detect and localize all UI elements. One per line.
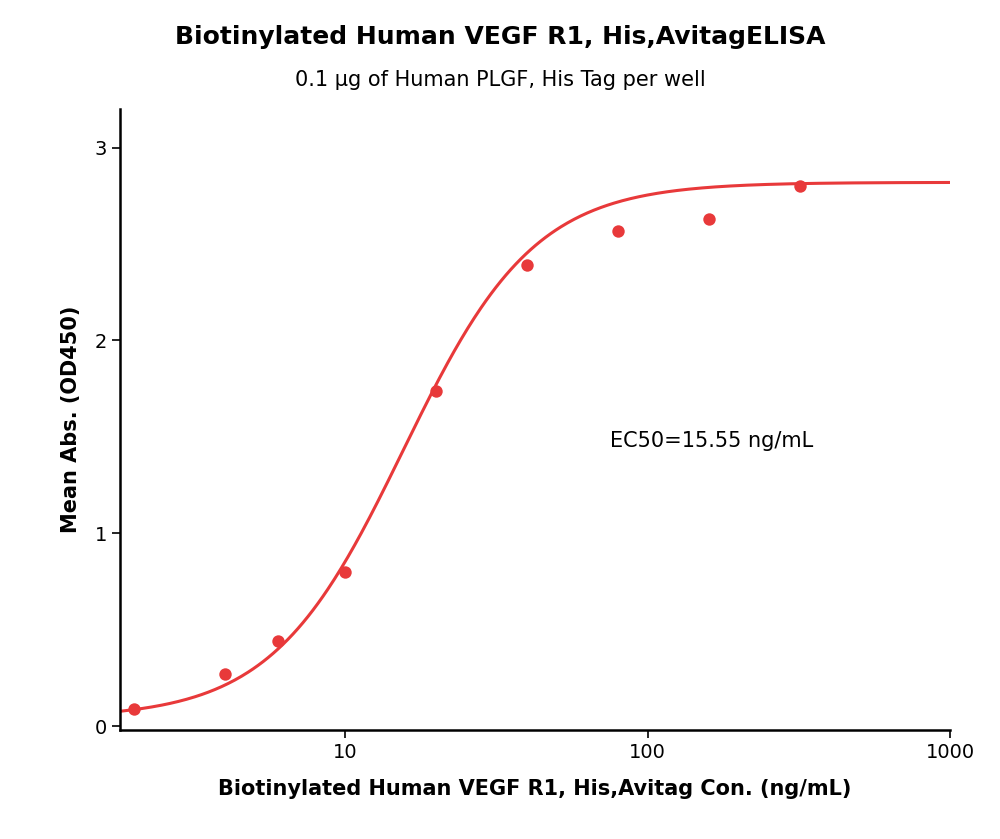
Point xyxy=(428,384,444,398)
Point xyxy=(217,667,233,680)
Text: 0.1 μg of Human PLGF, His Tag per well: 0.1 μg of Human PLGF, His Tag per well xyxy=(295,70,705,90)
Y-axis label: Mean Abs. (OD450): Mean Abs. (OD450) xyxy=(61,305,81,534)
X-axis label: Biotinylated Human VEGF R1, His,Avitag Con. (ng/mL): Biotinylated Human VEGF R1, His,Avitag C… xyxy=(218,779,852,799)
Point xyxy=(519,258,535,272)
Text: EC50=15.55 ng/mL: EC50=15.55 ng/mL xyxy=(610,430,813,451)
Point xyxy=(337,565,353,579)
Point xyxy=(126,702,142,716)
Point xyxy=(701,212,717,226)
Point xyxy=(610,224,626,237)
Point xyxy=(270,634,286,648)
Text: Biotinylated Human VEGF R1, His,AvitagELISA: Biotinylated Human VEGF R1, His,AvitagEL… xyxy=(175,25,825,50)
Point xyxy=(792,180,808,193)
